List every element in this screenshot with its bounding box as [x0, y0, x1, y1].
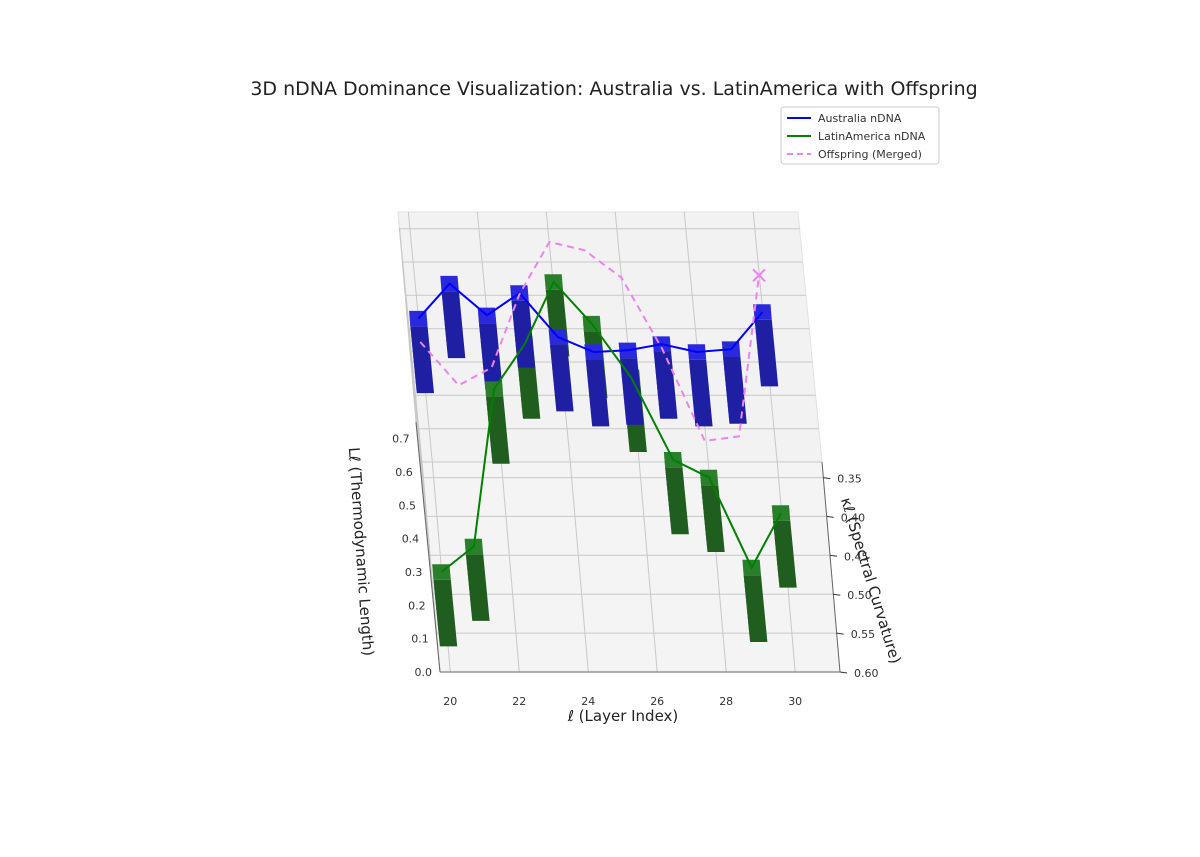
- z-axis-label: Lℓ (Thermodynamic Length): [345, 447, 378, 657]
- x-tick-label: 24: [581, 695, 595, 708]
- legend-frame: [780, 106, 940, 165]
- y-tick-label: 0.50: [847, 589, 872, 602]
- bar-australia: [550, 344, 574, 412]
- chart-title: 3D nDNA Dominance Visualization: Austral…: [250, 78, 977, 100]
- floor-pane: [421, 461, 841, 673]
- series-line-latinamerica: [440, 280, 782, 573]
- bar-group: [409, 274, 797, 647]
- z-tick-label: 0.7: [392, 433, 410, 446]
- series-lines: [417, 240, 782, 573]
- bar-australia: [723, 357, 747, 424]
- y-tick-mark: [823, 477, 831, 480]
- bar-latinamerica: [486, 397, 510, 464]
- series-line-australia: [417, 282, 764, 354]
- x-tick-label: 20: [443, 695, 457, 708]
- y-tick-mark: [833, 593, 841, 596]
- y-tick-label: 0.60: [854, 667, 879, 680]
- z-tick-label: 0.5: [399, 499, 417, 512]
- z-tick-label: 0.6: [395, 466, 413, 479]
- bar-australia: [441, 291, 466, 359]
- x-tick-label: 28: [719, 695, 733, 708]
- x-tick-label: 22: [512, 695, 526, 708]
- y-tick-mark: [836, 632, 844, 635]
- x-axis-label: ℓ (Layer Index): [567, 707, 679, 725]
- bar-latinamerica: [665, 467, 689, 535]
- bar-latinamerica: [433, 579, 458, 647]
- y-tick-label: 0.45: [844, 550, 869, 563]
- tick-labels: 20 22 24 26 28 30 0.35 0.40 0.45 0.50 0.55 0.60 0.0 0…: [392, 433, 878, 708]
- legend-entry: LatinAmerica nDNA: [818, 130, 926, 143]
- grid-lines: [398, 211, 841, 673]
- bar-top: [771, 505, 791, 521]
- z-tick-label: 0.0: [415, 666, 433, 679]
- bar-latinamerica: [516, 352, 541, 419]
- z-tick-label: 0.4: [402, 533, 420, 546]
- y-tick-mark: [826, 515, 834, 518]
- bar-australia: [653, 352, 678, 419]
- bar-latinamerica: [743, 575, 768, 642]
- bar-australia: [585, 359, 610, 427]
- y-tick-label: 0.40: [841, 511, 866, 524]
- y-axis-line: [821, 461, 841, 673]
- axis-panes: [397, 211, 841, 673]
- series-line-offspring: [419, 240, 760, 442]
- z-tick-label: 0.3: [405, 566, 423, 579]
- z-grid-line: [399, 228, 800, 439]
- bar-latinamerica: [773, 520, 797, 588]
- bar-australia: [754, 319, 779, 387]
- bar-latinamerica: [465, 554, 490, 621]
- offspring-end-marker: [752, 268, 766, 283]
- z-tick-label: 0.1: [411, 633, 429, 646]
- legend-entry: Australia nDNA: [818, 112, 902, 125]
- x-tick-label: 26: [650, 695, 664, 708]
- y-tick-label: 0.35: [837, 473, 862, 486]
- y-tick-mark: [829, 554, 838, 557]
- bar-australia: [511, 300, 536, 368]
- y-tick-label: 0.55: [851, 628, 876, 641]
- bar-latinamerica: [701, 485, 725, 552]
- bar-australia: [479, 323, 503, 390]
- z-tick-label: 0.2: [408, 599, 426, 612]
- bar-australia: [620, 358, 644, 425]
- legend: Australia nDNA LatinAmerica nDNA Offspring…: [780, 106, 940, 165]
- z-axis-line: [415, 421, 441, 673]
- bar-australia: [689, 359, 713, 427]
- legend-entry: Offspring (Merged): [818, 148, 922, 161]
- y-tick-mark: [839, 671, 848, 674]
- x-tick-label: 30: [788, 695, 802, 708]
- bar-australia: [410, 326, 434, 394]
